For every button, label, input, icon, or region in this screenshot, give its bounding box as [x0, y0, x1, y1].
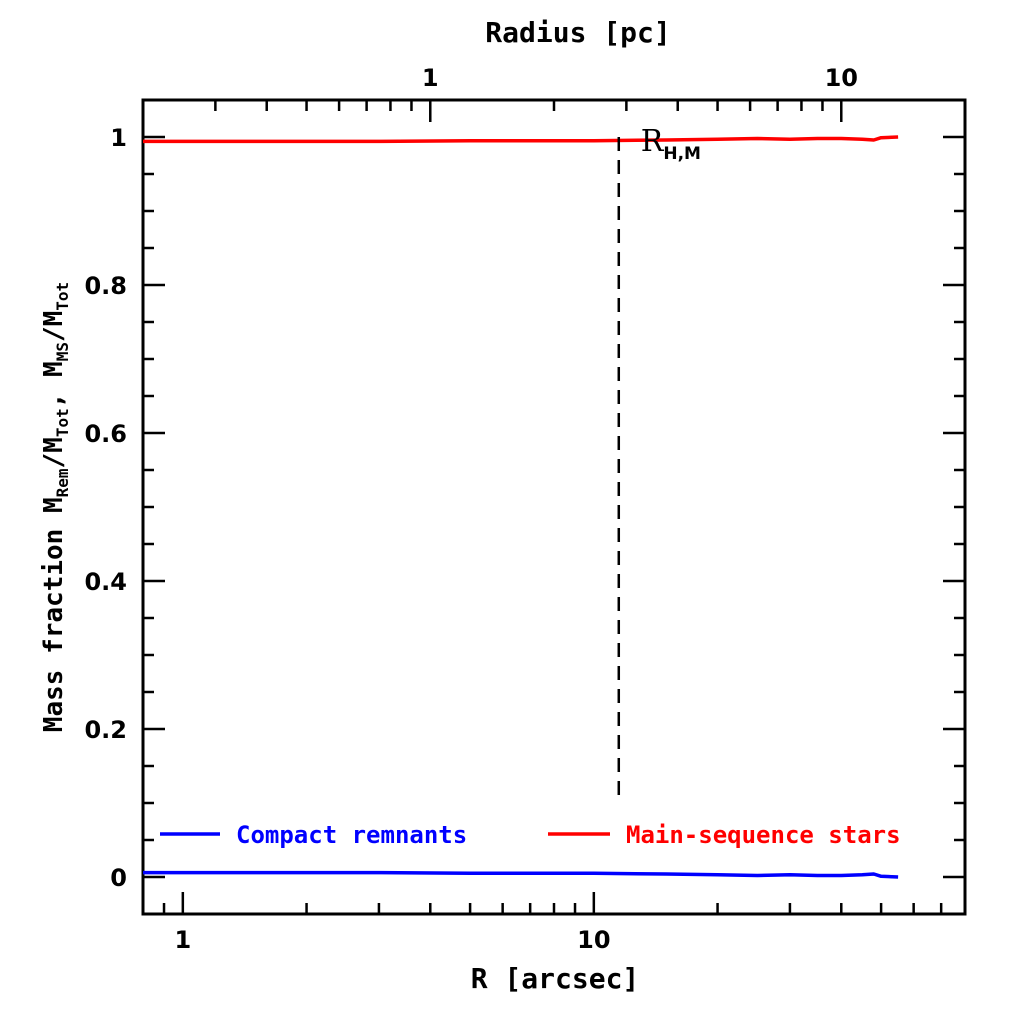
y-tick-label: 0.2: [84, 716, 127, 744]
y-tick-label: 1: [110, 124, 127, 152]
x2-tick-label: 1: [422, 64, 439, 92]
half-mass-radius-line: RH,M: [617, 124, 701, 803]
y-tick-label: 0: [110, 864, 127, 892]
main-sequence-stars-line: [143, 135, 899, 144]
x-tick-label: 1: [174, 926, 191, 954]
series-group: [143, 135, 899, 879]
axis-ticks: 1 10 1 10 0 0.2 0.4 0.6 0.8 1: [84, 64, 967, 954]
plot-frame: [141, 98, 967, 916]
half-mass-radius-label: RH,M: [641, 124, 701, 164]
y-tick-label: 0.4: [84, 568, 127, 596]
legend-label-main-sequence-stars: Main-sequence stars: [626, 821, 901, 849]
x-axis-label: R [arcsec]: [471, 962, 640, 995]
x2-axis-label: Radius [pc]: [485, 16, 670, 49]
legend: Compact remnants Main-sequence stars: [160, 821, 901, 849]
x-tick-label: 10: [577, 926, 610, 954]
y-tick-label: 0.6: [84, 420, 127, 448]
compact-remnants-line: [143, 870, 899, 879]
y-tick-label: 0.8: [84, 272, 127, 300]
y-axis-label: Mass fraction MRem/MTot, MMS/MTot: [39, 282, 72, 732]
legend-label-compact-remnants: Compact remnants: [236, 821, 467, 849]
x2-tick-label: 10: [825, 64, 858, 92]
